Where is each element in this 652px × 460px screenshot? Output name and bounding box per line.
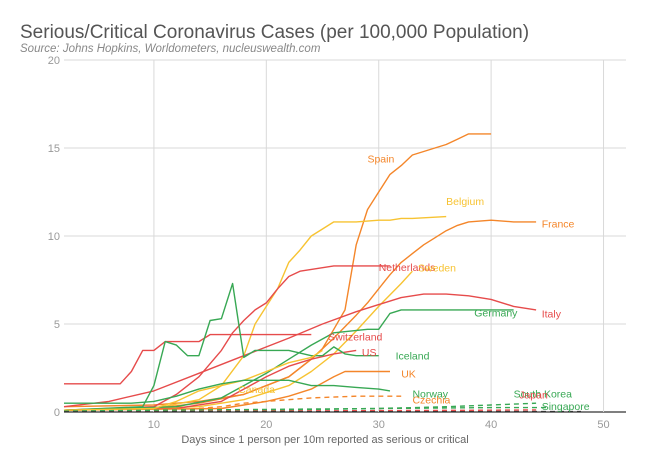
series-line-netherlands	[63, 265, 390, 411]
x-tick-label: 20	[260, 419, 272, 431]
series-line-norway	[64, 379, 391, 404]
series-label-canada: Canada	[238, 384, 275, 396]
series-line-japan	[63, 409, 537, 413]
series-label-spain: Spain	[367, 154, 394, 166]
series-label-singapore: Singapore	[542, 401, 590, 413]
series-lines	[63, 133, 582, 413]
series-line-belgium	[63, 215, 447, 411]
series-label-iceland: Iceland	[396, 351, 430, 363]
series-label-netherlands: Netherlands	[379, 262, 436, 274]
x-axis-label: Days since 1 person per 10m reported as …	[181, 434, 468, 446]
series-label-us: US	[362, 347, 377, 359]
gridlines	[64, 59, 626, 413]
series-line-south-korea	[63, 402, 537, 413]
series-label-czechia: Czechia	[412, 395, 450, 407]
y-tick-label: 5	[54, 319, 60, 331]
chart-subtitle: Source: Johns Hopkins, Worldometers, nuc…	[20, 43, 321, 55]
x-tick-label: 40	[485, 419, 497, 431]
axis-ticks: 0 5 10 15 20 10 20 30 40 50	[48, 55, 610, 431]
series-line-canada	[63, 349, 323, 411]
y-tick-label: 10	[48, 231, 60, 243]
series-label-uk: UK	[401, 368, 416, 380]
series-label-france: France	[542, 219, 575, 231]
y-tick-label: 15	[48, 143, 60, 155]
series-label-italy: Italy	[542, 308, 562, 320]
x-tick-label: 10	[148, 419, 160, 431]
series-label-belgium: Belgium	[446, 196, 484, 208]
series-line-iceland	[63, 282, 379, 411]
y-tick-label: 20	[48, 55, 60, 67]
series-line-germany	[63, 309, 514, 411]
series-label-sweden: Sweden	[418, 263, 456, 275]
series-label-switzerland: Switzerland	[328, 331, 382, 343]
x-tick-label: 30	[373, 419, 385, 431]
x-tick-label: 50	[597, 419, 609, 431]
y-tick-label: 0	[54, 407, 60, 419]
series-line-italy	[63, 293, 537, 408]
series-line-sweden	[63, 270, 413, 411]
series-label-germany: Germany	[474, 308, 518, 320]
series-line-switzerland	[64, 333, 312, 385]
chart-title: Serious/Critical Coronavirus Cases (per …	[20, 22, 530, 43]
series-line-france	[63, 219, 537, 411]
series-label-south-korea: South Korea	[514, 389, 573, 401]
series-line-us	[63, 349, 357, 411]
series-line-singapore	[63, 406, 548, 412]
series-line-uk	[63, 370, 390, 411]
series-label-norway: Norway	[412, 389, 448, 401]
series-label-japan: Japan	[519, 389, 548, 401]
